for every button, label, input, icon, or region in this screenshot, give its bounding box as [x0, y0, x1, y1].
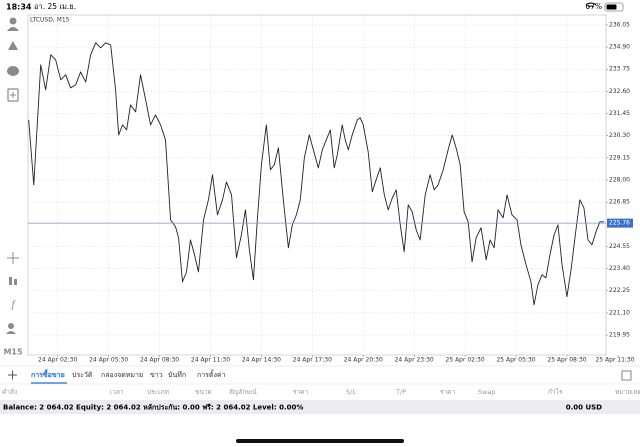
- tab[interactable]: บันทึก: [168, 370, 186, 379]
- account-icon[interactable]: [9, 17, 17, 25]
- y-tick-label: 228.00: [609, 176, 630, 183]
- tab[interactable]: ประวัติ: [72, 371, 93, 379]
- y-tick-label: 236.05: [609, 21, 630, 28]
- column-header: ขนาด: [195, 388, 212, 396]
- chat-icon[interactable]: [7, 66, 19, 76]
- x-tick-label: 24 Apr 23:30: [395, 357, 434, 364]
- crosshair-icon[interactable]: [7, 252, 19, 264]
- current-price-box: [607, 218, 633, 228]
- y-tick-label: 222.25: [609, 287, 630, 294]
- battery-icon: [604, 2, 624, 12]
- column-header: คำสั่ง: [2, 387, 17, 396]
- column-header: เวลา: [110, 388, 124, 396]
- column-header: สัญลักษณ์: [229, 388, 257, 396]
- doc-plus: [10, 92, 16, 98]
- y-tick-label: 230.30: [609, 132, 630, 139]
- trade-icon[interactable]: [8, 41, 18, 50]
- column-header: ราคา: [293, 388, 308, 396]
- column-header: กำไร: [548, 388, 563, 396]
- objects-icon[interactable]: [8, 323, 14, 329]
- y-tick-label: 223.40: [609, 265, 630, 272]
- current-price-label: 225.76: [609, 220, 630, 227]
- y-tick-label: 232.60: [609, 88, 630, 95]
- x-tick-label: 24 Apr 02:30: [38, 357, 77, 364]
- x-tick-label: 25 Apr 05:30: [496, 357, 535, 364]
- timeframe-button[interactable]: M15: [3, 348, 23, 357]
- account-icon-body[interactable]: [7, 27, 19, 31]
- x-tick-label: 25 Apr 11:30: [595, 357, 634, 364]
- account-profit: 0.00 USD: [566, 404, 602, 412]
- wifi-icon: [585, 2, 597, 8]
- y-tick-label: 226.85: [609, 199, 630, 206]
- tab[interactable]: กล่องจดหมาย: [101, 371, 143, 379]
- y-tick-label: 234.90: [609, 44, 630, 51]
- doc-icon[interactable]: [7, 88, 19, 102]
- candle-icon[interactable]: [9, 277, 12, 285]
- x-tick-label: 24 Apr 17:30: [293, 357, 332, 364]
- home-indicator: [236, 439, 404, 443]
- price-line: [28, 42, 604, 306]
- chart-title: LTCUSD, M15: [30, 17, 70, 24]
- y-tick-label: 233.75: [609, 66, 630, 73]
- add-button[interactable]: [8, 370, 17, 380]
- column-header: S/L: [346, 388, 356, 396]
- y-tick-label: 224.55: [609, 243, 630, 250]
- x-tick-label: 24 Apr 14:30: [242, 357, 281, 364]
- indicator-icon[interactable]: f: [11, 299, 16, 311]
- y-tick-label: 219.95: [609, 332, 630, 339]
- account-summary: Balance: 2 064.02 Equity: 2 064.02 หลักป…: [3, 404, 303, 412]
- chart-area: [27, 14, 607, 356]
- battery-level: [606, 4, 617, 10]
- column-header: หมายเหตุ: [615, 388, 640, 396]
- y-tick-label: 231.45: [609, 110, 630, 117]
- objects-icon-body: [6, 331, 16, 334]
- column-header: Swap: [478, 388, 496, 396]
- status-time: 18:34: [6, 3, 32, 12]
- column-header: T/P: [395, 388, 406, 396]
- x-tick-label: 24 Apr 08:30: [140, 357, 179, 364]
- column-header: ประเภท: [147, 388, 169, 396]
- balance-row: [0, 400, 640, 414]
- tab[interactable]: ข่าว: [150, 371, 163, 379]
- x-tick-label: 24 Apr 20:30: [344, 357, 383, 364]
- left-toolbar: f: [6, 17, 19, 334]
- x-tick-label: 24 Apr 11:30: [191, 357, 230, 364]
- x-tick-label: 24 Apr 05:30: [89, 357, 128, 364]
- x-tick-label: 25 Apr 08:30: [547, 357, 586, 364]
- tab[interactable]: การซื้อขาย: [31, 368, 65, 379]
- tab[interactable]: การตั้งค่า: [197, 368, 226, 379]
- x-tick-label: 25 Apr 02:30: [446, 357, 485, 364]
- candle-icon: [14, 279, 17, 285]
- y-tick-label: 221.10: [609, 309, 630, 316]
- y-tick-label: 229.15: [609, 154, 630, 161]
- status-date: อา. 25 เม.ย.: [34, 2, 76, 11]
- column-header: ราคา: [440, 388, 455, 396]
- layout-button[interactable]: [621, 370, 632, 381]
